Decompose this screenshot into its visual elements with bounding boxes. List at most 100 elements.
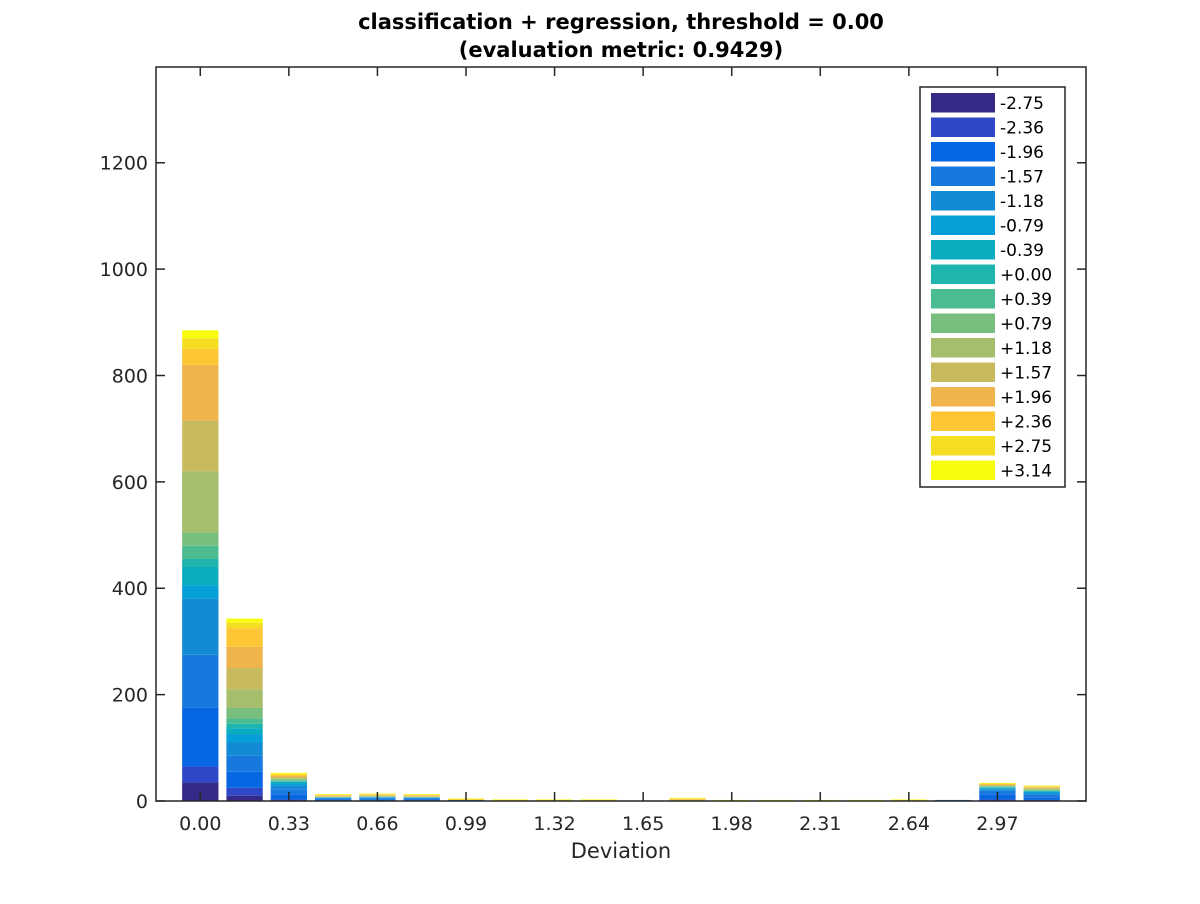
bar-segment: [270, 781, 308, 784]
legend: -2.75 -2.36 -1.96 -1.57 -1.18 -0.79 -0.39 +0.00…: [919, 86, 1066, 488]
bar-segment: [314, 794, 352, 796]
x-tick-label: 2.64: [888, 813, 930, 835]
x-axis-label: Deviation: [571, 839, 671, 863]
bar-segment: [669, 797, 706, 799]
bar-segment: [226, 728, 263, 735]
bar-segment: [182, 348, 219, 365]
y-tick-label: 0: [136, 791, 148, 813]
bar-segment: [226, 795, 263, 801]
bar-segment: [1023, 786, 1060, 787]
legend-label: +3.14: [1000, 462, 1052, 482]
legend-label: -2.36: [1000, 119, 1044, 139]
bar-segment: [270, 785, 308, 790]
legend-swatch: [931, 436, 995, 456]
legend-label: -0.79: [1000, 217, 1044, 237]
bar-segment: [270, 781, 308, 782]
legend-swatch: [931, 387, 995, 407]
bar-segment: [979, 785, 1016, 787]
bar-segment: [580, 799, 618, 800]
bar-segment: [182, 654, 219, 708]
bar-segment: [314, 795, 352, 797]
bar-segment: [979, 789, 1016, 791]
x-tick-label: 0.00: [179, 813, 221, 835]
legend-label: +0.79: [1000, 315, 1052, 335]
bar-segment: [403, 795, 440, 796]
chart-subtitle: (evaluation metric: 0.9429): [459, 38, 783, 62]
bar-segment: [492, 799, 529, 801]
bar-segment: [314, 797, 352, 798]
bar-segment: [270, 774, 308, 777]
bar-segment: [934, 799, 972, 801]
bar-segment: [1023, 790, 1060, 791]
bar-segment: [403, 797, 440, 798]
bar-segment: [1023, 799, 1060, 801]
bar-segment: [226, 723, 263, 729]
bar-segment: [580, 799, 618, 801]
bar-segment: [270, 789, 308, 795]
bar-segment: [182, 598, 219, 655]
legend-label: -1.57: [1000, 168, 1044, 188]
x-tick-label: 1.65: [622, 813, 664, 835]
legend-label: +0.00: [1000, 266, 1052, 286]
bar-segment: [270, 778, 308, 780]
legend-swatch: [931, 264, 995, 284]
legend-label: +2.75: [1000, 437, 1052, 457]
bar-segment: [492, 799, 529, 800]
bar-segment: [270, 783, 308, 786]
bar-segment: [979, 786, 1016, 787]
legend-swatch: [931, 166, 995, 186]
bars-layer: [182, 330, 1060, 801]
bar-segment: [182, 558, 219, 567]
legend-label: +0.39: [1000, 290, 1052, 310]
bar-segment: [182, 766, 219, 783]
bar-segment: [182, 338, 219, 349]
bar-segment: [270, 773, 308, 775]
bar-segment: [314, 796, 352, 797]
bar-segment: [226, 707, 263, 719]
chart-title: classification + regression, threshold =…: [358, 10, 884, 34]
legend-swatch: [931, 93, 995, 113]
bar-segment: [314, 798, 352, 800]
x-tick-label: 0.33: [268, 813, 310, 835]
bar-segment: [403, 799, 440, 801]
bar-segment: [226, 755, 263, 772]
x-tick-label: 0.66: [356, 813, 398, 835]
bar-segment: [226, 787, 263, 796]
bar-segment: [270, 776, 308, 778]
bar-segment: [1023, 794, 1060, 798]
bar-segment: [182, 330, 219, 339]
bar-segment: [846, 799, 883, 801]
bar-segment: [226, 718, 263, 724]
legend-swatch: [931, 240, 995, 260]
bar-segment: [226, 646, 263, 669]
bar-segment: [182, 782, 219, 801]
legend-label: -1.18: [1000, 192, 1044, 212]
legend-swatch: [931, 313, 995, 333]
bar-segment: [403, 796, 440, 797]
bar-segment: [314, 799, 352, 801]
bar-segment: [226, 628, 263, 647]
x-tick-label: 1.98: [711, 813, 753, 835]
legend-label: -2.75: [1000, 94, 1044, 114]
bar-segment: [1023, 791, 1060, 792]
legend-label: -0.39: [1000, 241, 1044, 261]
bar-segment: [979, 787, 1016, 789]
legend-swatch: [931, 142, 995, 162]
bar-segment: [182, 707, 219, 767]
y-tick-label: 600: [112, 472, 148, 494]
bar-segment: [182, 532, 219, 546]
bar-segment: [979, 785, 1016, 786]
bar-segment: [979, 788, 1016, 790]
bar-segment: [314, 797, 352, 799]
bar-segment: [403, 796, 440, 798]
bar-segment: [1023, 788, 1060, 790]
y-tick-label: 200: [112, 685, 148, 707]
axes-box: [155, 66, 1087, 802]
bar-segment: [226, 742, 263, 756]
bar-segment: [979, 784, 1016, 786]
legend-label: +1.96: [1000, 388, 1052, 408]
bar-segment: [226, 734, 263, 743]
legend-swatch: [931, 191, 995, 211]
legend-swatch: [931, 117, 995, 137]
bar-segment: [1023, 791, 1060, 794]
